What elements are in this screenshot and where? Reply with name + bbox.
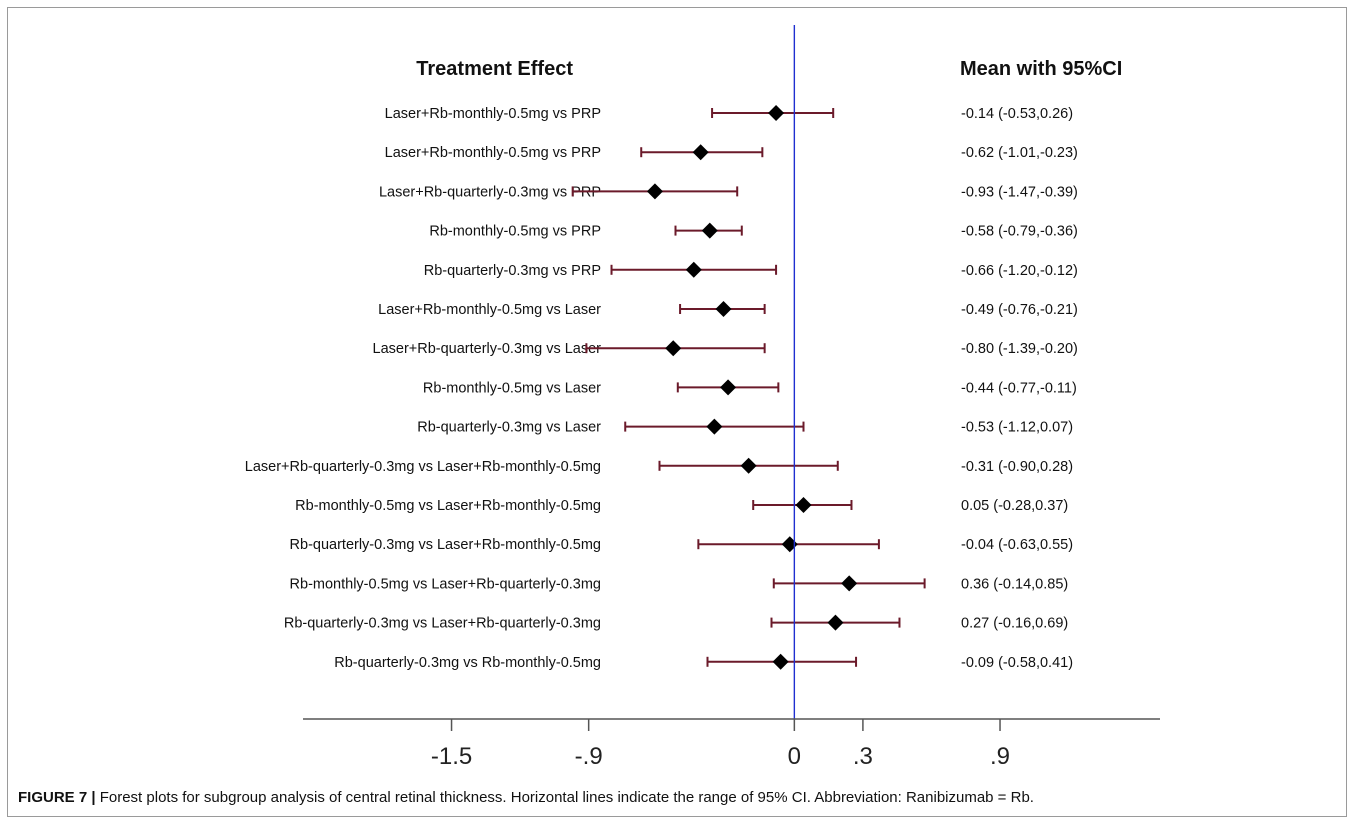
forest-row: Rb-monthly-0.5mg vs PRP -0.58 (-0.79,-0.3…: [429, 222, 1078, 240]
mean-marker: [715, 301, 732, 317]
forest-row: Laser+Rb-monthly-0.5mg vs PRP -0.62 (-1.0…: [385, 144, 1078, 161]
row-label: Rb-monthly-0.5mg vs Laser: [423, 380, 601, 396]
mean-marker: [701, 222, 718, 239]
row-label: Rb-quarterly-0.3mg vs Laser: [417, 420, 601, 436]
row-label: Rb-monthly-0.5mg vs PRP: [429, 224, 601, 240]
row-value-text: -0.58 (-0.79,-0.36): [961, 224, 1078, 240]
row-value-text: -0.53 (-1.12,0.07): [961, 420, 1073, 436]
row-label: Rb-quarterly-0.3mg vs Rb-monthly-0.5mg: [334, 655, 601, 671]
caption-text: Forest plots for subgroup analysis of ce…: [95, 789, 1034, 806]
figure-caption: FIGURE 7 | Forest plots for subgroup ana…: [18, 788, 1338, 808]
row-label: Rb-quarterly-0.3mg vs PRP: [424, 263, 601, 279]
row-label: Laser+Rb-monthly-0.5mg vs Laser: [378, 302, 601, 318]
forest-row: Laser+Rb-monthly-0.5mg vs PRP -0.14 (-0.5…: [385, 105, 1073, 122]
forest-row: Rb-monthly-0.5mg vs Laser+Rb-monthly-0.5…: [295, 497, 1068, 514]
row-label: Laser+Rb-quarterly-0.3mg vs PRP: [379, 184, 601, 200]
mean-marker: [685, 261, 702, 278]
forest-row: Rb-quarterly-0.3mg vs Laser+Rb-quarterly…: [284, 614, 1068, 632]
row-label: Rb-monthly-0.5mg vs Laser+Rb-quarterly-0…: [290, 576, 601, 592]
caption-figure-label: FIGURE 7 |: [18, 789, 96, 806]
mean-marker: [768, 105, 785, 121]
row-value-text: -0.93 (-1.47,-0.39): [961, 184, 1078, 200]
forest-row: Rb-quarterly-0.3mg vs Laser -0.53 (-1.12,…: [417, 418, 1073, 436]
row-label: Rb-monthly-0.5mg vs Laser+Rb-monthly-0.5…: [295, 498, 601, 514]
row-value-text: -0.04 (-0.63,0.55): [961, 537, 1073, 553]
row-label: Laser+Rb-monthly-0.5mg vs PRP: [385, 106, 601, 122]
mean-marker: [720, 379, 737, 396]
mean-marker: [827, 614, 844, 631]
mean-marker: [646, 183, 663, 200]
x-tick-label: .9: [990, 743, 1010, 770]
forest-row: Laser+Rb-quarterly-0.3mg vs PRP -0.93 (-1…: [379, 183, 1078, 200]
mean-marker: [665, 340, 682, 357]
row-value-text: -0.49 (-0.76,-0.21): [961, 302, 1078, 318]
forest-row: Rb-monthly-0.5mg vs Laser -0.44 (-0.77,-0…: [423, 379, 1077, 396]
row-value-text: -0.44 (-0.77,-0.11): [961, 380, 1077, 396]
mean-marker: [740, 457, 757, 474]
mean-marker: [781, 536, 798, 553]
row-value-text: -0.14 (-0.53,0.26): [961, 106, 1073, 122]
row-label: Laser+Rb-monthly-0.5mg vs PRP: [385, 145, 601, 161]
forest-row: Laser+Rb-quarterly-0.3mg vs Laser+Rb-mon…: [245, 457, 1073, 475]
figure-frame: [7, 7, 1347, 817]
row-value-text: -0.80 (-1.39,-0.20): [961, 341, 1078, 357]
x-tick-label: .3: [853, 743, 873, 770]
row-label: Laser+Rb-quarterly-0.3mg vs Laser+Rb-mon…: [245, 459, 601, 475]
row-value-text: -0.31 (-0.90,0.28): [961, 459, 1073, 475]
row-label: Rb-quarterly-0.3mg vs Laser+Rb-monthly-0…: [290, 537, 601, 553]
forest-row: Rb-quarterly-0.3mg vs Laser+Rb-monthly-0…: [290, 536, 1073, 553]
row-value-text: 0.05 (-0.28,0.37): [961, 498, 1068, 514]
row-value-text: -0.09 (-0.58,0.41): [961, 655, 1073, 671]
row-value-text: 0.36 (-0.14,0.85): [961, 576, 1068, 592]
row-value-text: -0.62 (-1.01,-0.23): [961, 145, 1078, 161]
row-label: Laser+Rb-quarterly-0.3mg vs Laser: [373, 341, 602, 357]
mean-marker: [841, 575, 858, 592]
forest-row: Laser+Rb-quarterly-0.3mg vs Laser -0.80 (…: [373, 340, 1078, 357]
left-column-header: Treatment Effect: [416, 58, 573, 80]
forest-row: Laser+Rb-monthly-0.5mg vs Laser -0.49 (-0…: [378, 301, 1078, 318]
forest-row: Rb-quarterly-0.3mg vs PRP -0.66 (-1.20,-0…: [424, 261, 1078, 279]
right-column-header: Mean with 95%CI: [960, 58, 1122, 80]
forest-row: Rb-quarterly-0.3mg vs Rb-monthly-0.5mg -0…: [334, 653, 1073, 671]
mean-marker: [795, 497, 812, 513]
row-value-text: 0.27 (-0.16,0.69): [961, 616, 1068, 632]
row-value-text: -0.66 (-1.20,-0.12): [961, 263, 1078, 279]
forest-row: Rb-monthly-0.5mg vs Laser+Rb-quarterly-0…: [290, 575, 1068, 592]
x-tick-label: -.9: [575, 743, 603, 770]
mean-marker: [772, 653, 789, 670]
x-tick-label: 0: [788, 743, 801, 770]
mean-marker: [706, 418, 723, 435]
row-label: Rb-quarterly-0.3mg vs Laser+Rb-quarterly…: [284, 616, 601, 632]
x-tick-label: -1.5: [431, 743, 472, 770]
mean-marker: [692, 144, 709, 161]
